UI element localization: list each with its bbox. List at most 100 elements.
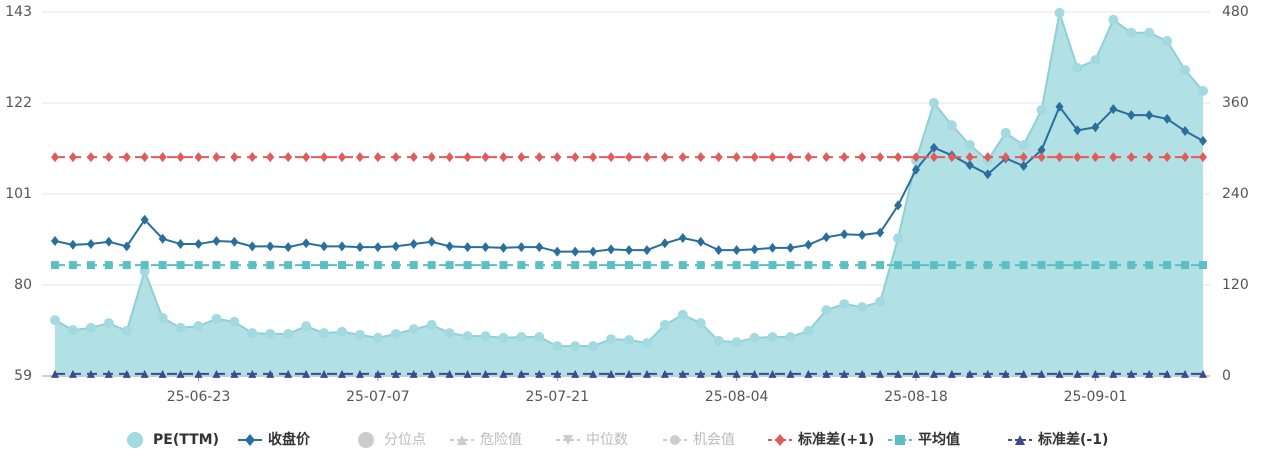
reference-point: [140, 261, 149, 270]
point: [625, 245, 633, 256]
reference-point: [517, 369, 526, 378]
reference-point: [86, 152, 95, 163]
point: [804, 239, 813, 250]
point: [176, 239, 185, 250]
reference-point: [965, 152, 974, 163]
point: [1073, 125, 1082, 136]
reference-point: [894, 369, 903, 378]
point: [266, 241, 275, 252]
point: [248, 241, 257, 252]
reference-point: [929, 152, 938, 163]
reference-point: [876, 152, 885, 163]
point: [121, 325, 132, 336]
point: [1108, 14, 1119, 25]
y-tick-label: 101: [5, 186, 32, 202]
point: [768, 242, 777, 253]
reference-point: [589, 152, 598, 163]
reference-point: [912, 261, 920, 270]
point: [1163, 113, 1172, 124]
legend-label: 标准差(-1): [1037, 431, 1108, 448]
reference-point: [642, 261, 651, 270]
reference-point: [140, 152, 149, 163]
reference-point: [194, 261, 203, 270]
reference-point: [786, 369, 795, 378]
reference-point: [732, 152, 741, 163]
reference-point: [1127, 152, 1136, 163]
reference-point: [1055, 261, 1064, 270]
point: [589, 246, 598, 257]
reference-point: [1163, 261, 1172, 270]
reference-point: [445, 152, 454, 163]
reference-point: [912, 369, 920, 378]
point: [1181, 126, 1190, 137]
reference-point: [1145, 369, 1154, 378]
point: [1126, 27, 1137, 38]
reference-point: [768, 261, 777, 270]
reference-point: [696, 369, 705, 378]
point: [535, 242, 544, 253]
reference-point: [678, 261, 687, 270]
reference-point: [355, 152, 364, 163]
reference-point: [158, 261, 167, 270]
point: [1055, 101, 1064, 112]
reference-point: [463, 152, 472, 163]
legend-label: 分位点: [384, 432, 426, 448]
reference-point: [750, 152, 759, 163]
reference-point: [607, 152, 616, 163]
point: [659, 319, 670, 330]
point: [229, 316, 240, 327]
point: [444, 328, 455, 339]
reference-point: [68, 261, 77, 270]
reference-point: [517, 261, 526, 270]
reference-point: [320, 261, 329, 270]
reference-point: [86, 369, 95, 378]
reference-point: [947, 369, 956, 378]
point: [499, 242, 508, 253]
point: [571, 246, 580, 257]
reference-point: [1037, 369, 1046, 378]
y2-tick-label: 240: [1222, 186, 1249, 202]
y2-tick-label: 480: [1222, 4, 1249, 20]
reference-point: [1181, 152, 1190, 163]
point: [51, 236, 59, 247]
reference-point: [571, 152, 580, 163]
reference-point: [858, 261, 867, 270]
legend-label: 平均值: [918, 431, 960, 448]
reference-point: [625, 261, 633, 270]
x-tick-label: 25-07-07: [346, 389, 410, 405]
reference-point: [858, 152, 867, 163]
point: [713, 335, 724, 346]
reference-point: [894, 152, 903, 163]
point: [481, 242, 490, 253]
point: [302, 238, 311, 249]
reference-point: [1181, 261, 1190, 270]
point: [462, 331, 473, 342]
point: [857, 302, 868, 313]
reference-point: [481, 369, 490, 378]
legend-item: 平均值: [888, 431, 960, 448]
reference-point: [1055, 369, 1064, 378]
reference-point: [68, 152, 77, 163]
reference-point: [625, 152, 633, 163]
point: [445, 241, 454, 252]
point: [1090, 55, 1101, 66]
reference-point: [373, 369, 382, 378]
reference-point: [302, 152, 311, 163]
legend-icon: [775, 434, 785, 446]
point: [68, 239, 77, 250]
reference-point: [660, 369, 669, 378]
reference-point: [320, 152, 329, 163]
point: [373, 242, 382, 253]
point: [301, 321, 312, 332]
legend-icon: [245, 434, 255, 446]
point: [964, 140, 975, 151]
reference-point: [338, 369, 346, 378]
reference-point: [1001, 261, 1010, 270]
point: [714, 245, 723, 256]
reference-point: [947, 261, 956, 270]
point: [1198, 85, 1208, 96]
reference-point: [1163, 369, 1172, 378]
legend-icon: [457, 435, 467, 445]
point: [965, 160, 974, 171]
point: [624, 335, 634, 346]
